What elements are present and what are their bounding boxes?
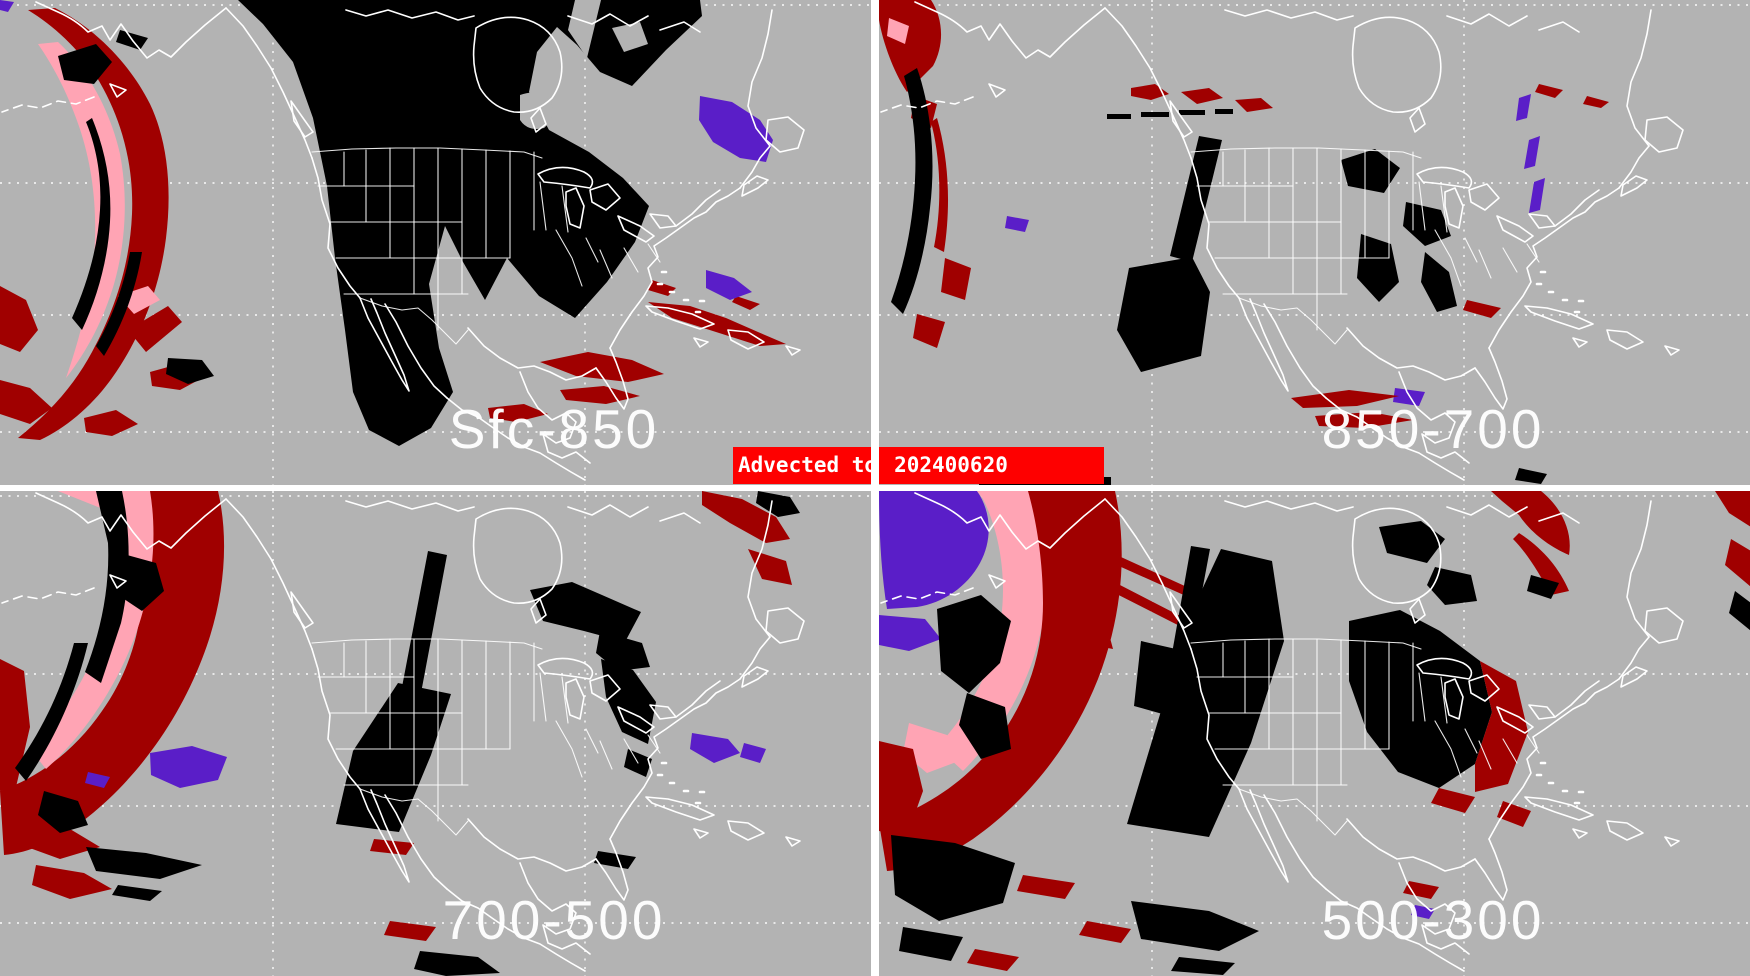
moisture-blobs-sfc-850 — [0, 0, 786, 446]
panel-divider-horizontal — [0, 485, 1750, 491]
graticule — [879, 0, 1750, 485]
banner-datetime: 202400620 — [894, 453, 1008, 477]
map-850-700 — [879, 0, 1750, 485]
advected-time-banner: Advected to 202400620 — [733, 447, 1104, 484]
panel-500-300: 500-300 — [879, 491, 1750, 976]
panel-sfc-850: Sfc-850 — [0, 0, 871, 485]
moisture-blobs-500-300 — [879, 491, 1750, 975]
panel-700-500: 700-500 — [0, 491, 871, 976]
panel-label-500-300: 500-300 — [1321, 889, 1545, 951]
moisture-blobs-700-500 — [0, 491, 800, 976]
map-sfc-850 — [0, 0, 871, 485]
moisture-blobs-850-700 — [879, 0, 1609, 485]
panel-850-700: 850-700 — [879, 0, 1750, 485]
map-500-300 — [879, 491, 1750, 976]
panel-label-850-700: 850-700 — [1321, 398, 1545, 460]
map-700-500 — [0, 491, 871, 976]
coastline-lines — [879, 0, 1685, 482]
panel-label-sfc-850: Sfc-850 — [448, 398, 660, 460]
panel-label-700-500: 700-500 — [442, 889, 666, 951]
banner-prefix: Advected to — [738, 453, 878, 477]
